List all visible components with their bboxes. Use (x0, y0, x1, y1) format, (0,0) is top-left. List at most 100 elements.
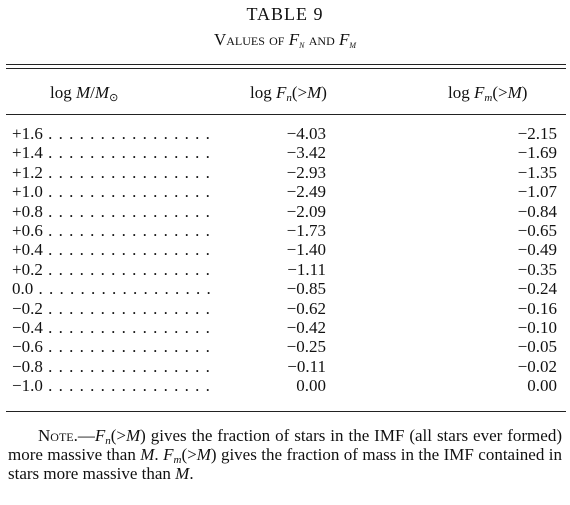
mass-cell: +0.8 (12, 202, 212, 222)
symbol: M (307, 83, 322, 102)
rule (6, 64, 566, 65)
fm-cell: −2.15 (517, 124, 557, 143)
cell-value: −0.2 (12, 298, 43, 318)
fn-cell: −0.11 (287, 356, 326, 376)
mass-cell: +1.6 (12, 124, 212, 144)
symbol: F (275, 83, 287, 102)
cell-value: −0.4 (12, 318, 43, 337)
mass-cell: +1.0 (12, 182, 212, 202)
rule (6, 68, 566, 69)
text: . (154, 445, 164, 464)
table-row: −0.4 −0.42 −0.10 (0, 318, 570, 338)
table-row: −0.6 −0.25 −0.05 (0, 337, 570, 357)
fn-cell: −0.25 (286, 337, 326, 357)
text: (> (492, 83, 508, 102)
symbol: F (338, 30, 350, 49)
fm-cell: −0.05 (517, 337, 557, 357)
cell-value: +0.8 (12, 201, 43, 221)
mass-cell: +1.2 (12, 163, 212, 183)
fm-cell: −1.69 (517, 143, 557, 163)
symbol: M (507, 83, 522, 102)
fn-cell: −2.93 (286, 162, 326, 182)
column-header: log Fm(>M) (448, 83, 528, 104)
subscript: n (299, 39, 305, 51)
symbol: M (126, 426, 141, 445)
fn-cell: −1.40 (286, 240, 326, 260)
subscript: m (349, 39, 357, 51)
rule (6, 114, 566, 115)
mass-cell: +0.2 (12, 260, 212, 280)
fn-cell: −3.42 (286, 143, 326, 163)
mass-cell: −0.8 (12, 357, 212, 377)
fn-cell: −1.11 (287, 259, 326, 279)
text: (> (291, 83, 308, 102)
table-row: +1.6 −4.03 −2.15 (0, 124, 570, 144)
symbol: F (288, 30, 300, 49)
symbol: F (473, 83, 485, 102)
symbol: M (75, 83, 91, 102)
table-row: +1.2 −2.93 −1.35 (0, 162, 570, 183)
fm-cell: −0.84 (517, 201, 557, 221)
subscript: n (105, 435, 111, 447)
text: log (448, 83, 474, 102)
fn-cell: −1.73 (286, 221, 326, 240)
table-title: TABLE 9 (246, 4, 324, 24)
cell-value: +1.2 (12, 162, 43, 182)
fm-cell: −0.35 (517, 259, 557, 279)
table-row: −1.0 0.00 0.00 (0, 376, 570, 396)
text: (> (110, 426, 126, 445)
fm-cell: −0.10 (517, 318, 557, 337)
text: / (90, 83, 95, 102)
fn-cell: −0.85 (286, 279, 326, 299)
table-row: +0.4 −1.40 −0.49 (0, 240, 570, 260)
fm-cell: −0.02 (517, 356, 557, 376)
note-label: Note.— (38, 426, 95, 445)
column-header: log M/M⊙ (50, 83, 119, 104)
mass-cell: −0.6 (12, 337, 212, 357)
text: ) gives the fraction of stars in the IMF… (8, 426, 562, 464)
symbol: F (94, 426, 106, 445)
fn-cell: −2.09 (286, 201, 326, 221)
mass-cell: +0.6 (12, 221, 212, 241)
symbol: M (175, 464, 190, 483)
mass-cell: 0.0 (12, 279, 212, 299)
cell-value: +1.6 (12, 124, 43, 143)
text: Values of (213, 30, 289, 49)
cell-value: −1.0 (12, 376, 43, 396)
fm-cell: −0.24 (517, 279, 557, 299)
text: log (50, 83, 76, 102)
table-row: +1.0 −2.49 −1.07 (0, 182, 570, 202)
mass-cell: −1.0 (12, 376, 212, 396)
cell-value: +1.4 (12, 143, 43, 163)
symbol: M (196, 445, 211, 464)
subscript: ⊙ (109, 92, 119, 104)
rule (6, 411, 566, 412)
mass-cell: −0.4 (12, 318, 212, 338)
mass-cell: +1.4 (12, 143, 212, 163)
subscript: n (286, 92, 292, 104)
text: . (189, 464, 194, 483)
text: ) (521, 83, 528, 102)
fm-cell: −0.49 (517, 240, 557, 260)
fn-cell: −0.62 (286, 298, 326, 318)
symbol: M (94, 83, 110, 102)
cell-value: −0.6 (12, 337, 43, 357)
mass-cell: −0.2 (12, 299, 212, 319)
fn-cell: −2.49 (286, 182, 326, 202)
subscript: m (173, 454, 182, 466)
mass-cell: +0.4 (12, 240, 212, 260)
table-row: +0.2 −1.11 −0.35 (0, 259, 570, 280)
symbol: F (163, 445, 174, 464)
text: (> (181, 445, 197, 464)
cell-value: −0.8 (12, 356, 43, 376)
table-row: −0.2 −0.62 −0.16 (0, 298, 570, 319)
cell-value: +0.2 (12, 259, 43, 279)
fn-cell: 0.00 (296, 376, 326, 396)
text: and (304, 30, 339, 49)
cell-value: +0.4 (12, 240, 43, 260)
fm-cell: −0.16 (517, 298, 557, 318)
fm-cell: 0.00 (527, 376, 557, 396)
text: ) (321, 83, 327, 102)
text: ) gives the fraction of mass in the IMF … (8, 445, 563, 483)
